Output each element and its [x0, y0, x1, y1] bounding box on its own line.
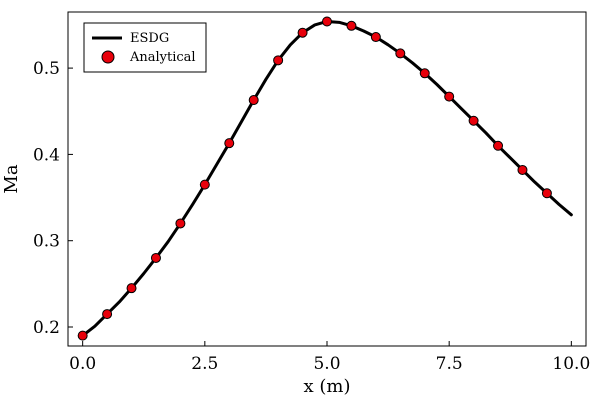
axis-ticks: 0.0 2.5 5.0 7.5 10.0 0.2 0.3 0.4 0.5 [33, 59, 590, 374]
data-point-analytical [419, 68, 430, 79]
x-axis-title: x (m) [304, 376, 351, 397]
legend-box [83, 22, 207, 73]
data-point-analytical [248, 95, 259, 106]
data-point-analytical [199, 179, 210, 190]
data-point-analytical [224, 138, 235, 149]
x-tick-label: 5.0 [313, 354, 340, 374]
legend-marker-analytical [101, 50, 115, 64]
x-tick-label: 2.5 [191, 354, 218, 374]
data-point-analytical [297, 27, 308, 38]
data-point-analytical [126, 283, 137, 294]
data-point-analytical [517, 164, 528, 175]
y-tick-label: 0.3 [33, 232, 60, 252]
legend: ESDG Analytical [83, 22, 207, 73]
data-point-analytical [370, 32, 381, 43]
data-point-analytical [444, 91, 455, 102]
y-tick-label: 0.5 [33, 59, 60, 79]
data-point-analytical [322, 16, 332, 27]
legend-label-esdg: ESDG [130, 31, 169, 46]
x-tick-label: 0.0 [69, 354, 96, 374]
data-point-analytical [541, 188, 552, 199]
data-point-analytical [175, 218, 186, 229]
data-point-analytical [273, 55, 284, 66]
data-point-analytical [468, 115, 479, 126]
data-point-analytical [102, 309, 113, 320]
x-tick-label: 10.0 [552, 354, 590, 374]
series-layer [77, 16, 573, 341]
data-point-analytical [150, 252, 161, 263]
x-tick-label: 7.5 [436, 354, 463, 374]
legend-label-analytical: Analytical [129, 50, 196, 65]
data-point-analytical [395, 48, 406, 59]
y-tick-label: 0.2 [33, 318, 60, 338]
y-tick-label: 0.4 [33, 145, 60, 165]
data-point-analytical [346, 20, 357, 31]
data-point-analytical [77, 330, 88, 341]
data-point-analytical [493, 140, 504, 151]
y-axis-title: Ma [1, 164, 22, 193]
